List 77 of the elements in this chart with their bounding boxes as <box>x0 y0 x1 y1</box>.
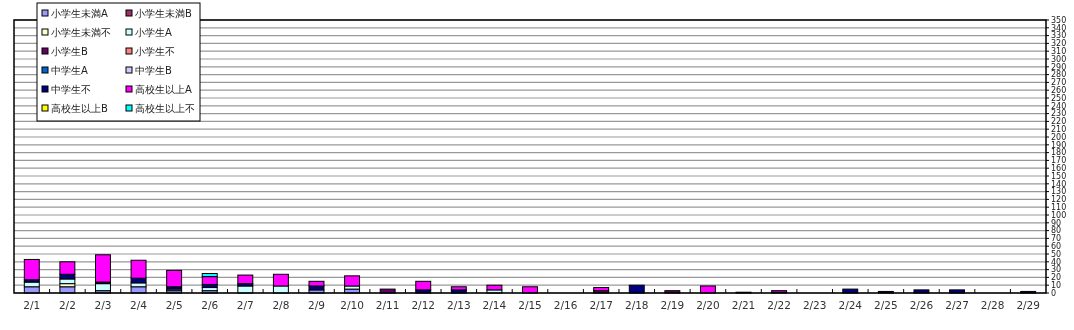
y-tick-label: 220 <box>1051 117 1067 127</box>
x-tick-label: 2/3 <box>94 299 112 311</box>
x-tick-label: 2/1 <box>23 299 41 311</box>
y-tick-label: 150 <box>1051 171 1067 181</box>
x-tick-label: 2/18 <box>624 299 649 311</box>
x-tick-label: 2/21 <box>731 299 756 311</box>
x-tick-label: 2/15 <box>518 299 542 311</box>
y-tick-label: 160 <box>1051 164 1067 173</box>
x-tick-label: 2/29 <box>1016 299 1040 311</box>
legend-label: 高校生以上B <box>51 103 108 114</box>
x-tick-label: 2/11 <box>375 299 400 311</box>
x-tick-label: 2/16 <box>553 299 578 311</box>
x-tick-label: 2/17 <box>589 299 613 311</box>
x-tick-label: 2/23 <box>802 299 827 311</box>
x-tick-label: 2/14 <box>482 299 507 311</box>
y-tick-label: 20 <box>1051 273 1062 283</box>
y-tick-label: 50 <box>1051 249 1062 259</box>
x-tick-label: 2/24 <box>838 299 863 311</box>
legend-label: 高校生以上A <box>135 84 192 95</box>
y-tick-label: 100 <box>1051 210 1067 220</box>
x-tick-label: 2/25 <box>874 299 898 311</box>
y-tick-label: 110 <box>1051 203 1067 212</box>
y-tick-label: 280 <box>1051 70 1067 80</box>
x-tick-label: 2/19 <box>660 299 685 311</box>
legend-label: 小学生B <box>51 46 88 57</box>
x-tick-label: 2/10 <box>340 299 364 311</box>
y-tick-label: 200 <box>1051 132 1067 142</box>
x-tick-label: 2/6 <box>201 299 219 311</box>
legend-label: 中学生不 <box>51 84 91 95</box>
y-tick-label: 340 <box>1051 23 1067 33</box>
y-tick-label: 250 <box>1051 93 1067 103</box>
y-tick-label: 300 <box>1051 54 1067 64</box>
y-tick-label: 60 <box>1051 242 1062 251</box>
legend-label: 小学生A <box>135 27 172 38</box>
legend-label: 小学生未満B <box>135 8 192 19</box>
y-tick-label: 180 <box>1051 148 1067 158</box>
y-tick-label: 80 <box>1051 226 1062 236</box>
y-tick-label: 320 <box>1051 39 1067 49</box>
legend-label: 高校生以上不 <box>135 103 195 114</box>
x-tick-label: 2/9 <box>308 299 325 311</box>
x-tick-label: 2/4 <box>130 299 148 311</box>
x-tick-label: 2/27 <box>945 299 969 311</box>
y-tick-label: 170 <box>1051 156 1067 166</box>
y-tick-label: 210 <box>1051 125 1067 134</box>
x-tick-label: 2/2 <box>58 299 76 311</box>
legend-label: 中学生A <box>51 65 88 76</box>
legend-label: 小学生不 <box>135 46 175 57</box>
y-tick-label: 70 <box>1051 234 1062 244</box>
y-tick-label: 230 <box>1051 109 1067 119</box>
y-tick-label: 310 <box>1051 47 1067 56</box>
x-tick-label: 2/12 <box>411 299 436 311</box>
y-tick-label: 40 <box>1051 257 1062 267</box>
x-tick-label: 2/13 <box>447 299 471 311</box>
x-tick-label: 2/7 <box>236 299 254 311</box>
y-tick-label: 190 <box>1051 140 1067 150</box>
y-tick-label: 330 <box>1051 31 1067 41</box>
y-tick-label: 140 <box>1051 179 1067 189</box>
legend-label: 小学生未満不 <box>51 27 111 38</box>
legend-label: 中学生B <box>135 65 172 76</box>
y-tick-label: 10 <box>1051 281 1062 290</box>
x-tick-label: 2/8 <box>272 299 290 311</box>
y-tick-label: 260 <box>1051 86 1067 95</box>
y-tick-label: 290 <box>1051 62 1067 72</box>
x-tick-label: 2/5 <box>165 299 183 311</box>
x-tick-label: 2/20 <box>696 299 720 311</box>
y-tick-label: 120 <box>1051 195 1067 205</box>
x-tick-label: 2/26 <box>909 299 934 311</box>
y-tick-label: 240 <box>1051 101 1067 111</box>
y-tick-label: 90 <box>1051 218 1062 228</box>
y-tick-label: 130 <box>1051 187 1067 197</box>
x-tick-label: 2/28 <box>980 299 1005 311</box>
y-tick-label: 350 <box>1051 15 1067 25</box>
legend-label: 小学生未満A <box>51 8 108 19</box>
y-tick-label: 270 <box>1051 78 1067 88</box>
y-tick-label: 0 <box>1051 288 1057 298</box>
y-tick-label: 30 <box>1051 265 1062 275</box>
x-tick-label: 2/22 <box>767 299 791 311</box>
